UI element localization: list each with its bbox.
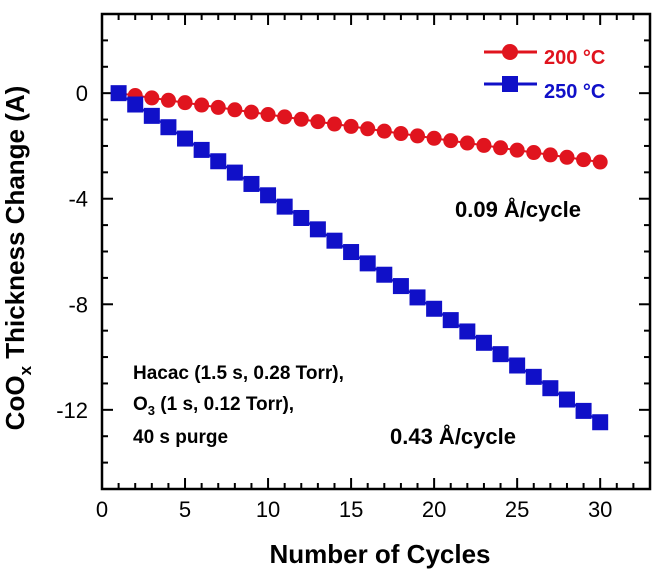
data-point-1 (260, 187, 277, 204)
data-point-1 (442, 312, 459, 329)
data-point-1 (210, 153, 227, 170)
data-point-0 (360, 121, 376, 137)
data-point-1 (359, 255, 376, 272)
data-point-1 (525, 368, 542, 385)
data-point-0 (260, 107, 276, 123)
data-point-0 (376, 123, 392, 139)
x-tick-label: 20 (422, 497, 446, 522)
y-tick-label: 0 (76, 81, 88, 106)
data-point-1 (243, 175, 260, 192)
x-tick-label: 25 (505, 497, 529, 522)
data-point-0 (559, 149, 575, 165)
data-point-1 (326, 232, 343, 249)
data-point-1 (226, 164, 243, 181)
x-axis-title: Number of Cycles (269, 539, 490, 569)
data-point-0 (293, 111, 309, 127)
y-tick-label: -12 (56, 398, 88, 423)
data-point-1 (376, 266, 393, 283)
legend-label-250: 250 °C (544, 81, 605, 103)
data-point-1 (110, 85, 127, 102)
data-point-1 (592, 414, 609, 431)
data-point-1 (492, 346, 509, 363)
data-point-0 (343, 118, 359, 134)
data-point-1 (409, 289, 426, 306)
data-point-1 (542, 380, 559, 397)
data-point-0 (210, 99, 226, 115)
data-point-0 (144, 90, 160, 106)
data-point-1 (127, 96, 144, 113)
data-point-1 (177, 130, 194, 147)
data-point-1 (343, 244, 360, 261)
data-point-1 (160, 119, 177, 136)
data-point-0 (443, 133, 459, 149)
axis-ticks (101, 13, 651, 490)
data-point-1 (392, 278, 409, 295)
data-point-0 (326, 116, 342, 132)
data-point-0 (526, 145, 542, 161)
data-point-1 (475, 334, 492, 351)
legend: 200 °C 250 °C (484, 44, 605, 103)
x-tick-labels: 0 5 10 15 20 25 30 (96, 497, 613, 522)
data-point-0 (177, 95, 193, 111)
x-tick-label: 30 (588, 497, 612, 522)
data-point-1 (558, 391, 575, 408)
data-point-0 (509, 142, 525, 158)
legend-marker-200 (502, 44, 518, 60)
data-point-1 (426, 300, 443, 317)
series-markers (110, 85, 609, 431)
data-point-1 (293, 209, 310, 226)
legend-marker-250 (502, 76, 518, 92)
x-tick-label: 15 (339, 497, 363, 522)
data-point-0 (410, 128, 426, 144)
x-tick-label: 0 (96, 497, 108, 522)
data-point-0 (542, 147, 558, 163)
data-point-0 (576, 152, 592, 168)
x-tick-label: 5 (179, 497, 191, 522)
data-point-1 (309, 221, 326, 238)
data-point-0 (592, 154, 608, 170)
conditions-line-2: O3 (1 s, 0.12 Torr), (133, 394, 294, 418)
y-tick-labels: 0 -4 -8 -12 (56, 81, 88, 423)
data-point-0 (194, 97, 210, 113)
data-point-0 (310, 114, 326, 130)
y-tick-label: -4 (68, 187, 88, 212)
data-point-1 (459, 323, 476, 340)
data-point-0 (426, 130, 442, 146)
data-point-0 (476, 137, 492, 153)
y-axis-title: CoOx Thickness Change (A) (0, 86, 35, 431)
data-point-1 (575, 402, 592, 419)
conditions-line-1: Hacac (1.5 s, 0.28 Torr), (133, 363, 344, 384)
data-point-0 (160, 92, 176, 108)
data-point-1 (276, 198, 293, 215)
conditions-line-3: 40 s purge (133, 427, 228, 448)
data-point-0 (393, 126, 409, 142)
data-point-0 (243, 104, 259, 120)
data-point-0 (459, 135, 475, 151)
data-point-0 (493, 140, 509, 156)
data-point-0 (227, 102, 243, 118)
data-point-1 (193, 141, 210, 158)
data-point-0 (277, 109, 293, 125)
legend-label-200: 200 °C (544, 47, 605, 69)
data-point-1 (143, 107, 160, 124)
data-point-1 (509, 357, 526, 374)
x-tick-label: 10 (256, 497, 280, 522)
rate-annotation-250: 0.43 Å/cycle (390, 423, 516, 449)
rate-annotation-200: 0.09 Å/cycle (455, 196, 581, 222)
y-tick-label: -8 (68, 292, 88, 317)
